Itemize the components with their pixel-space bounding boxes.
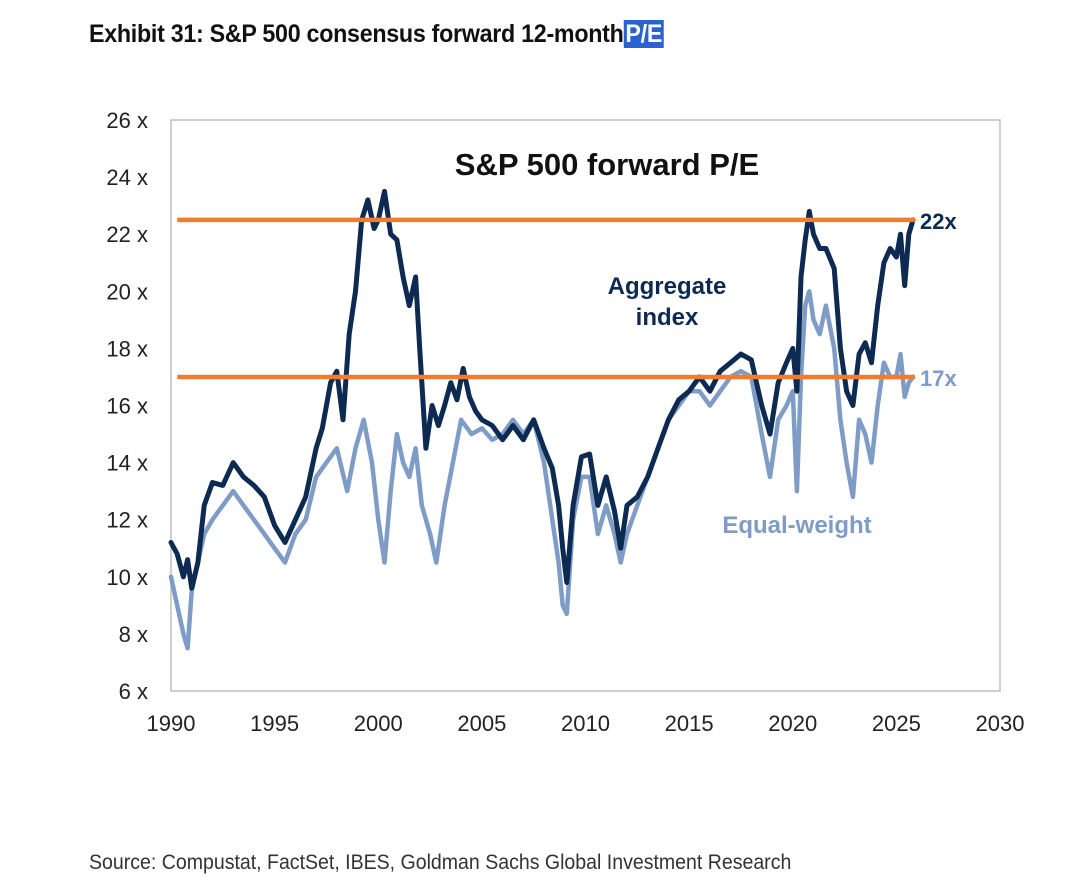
y-axis: 6 x 8 x 10 x 12 x 14 x 16 x 18 x 20 x 22 x 24 x 26… <box>106 108 148 704</box>
x-tick-label: 2015 <box>665 711 714 736</box>
exhibit-title: Exhibit 31: S&P 500 consensus forward 12… <box>89 20 664 49</box>
x-tick-label: 1995 <box>250 711 299 736</box>
x-tick-label: 2025 <box>872 711 921 736</box>
reference-line-17x-label: 17x <box>920 366 957 391</box>
x-tick-label: 2030 <box>976 711 1025 736</box>
y-tick-label: 6 x <box>119 679 148 704</box>
chart-title: S&P 500 forward P/E <box>455 147 759 182</box>
y-tick-label: 24 x <box>106 165 148 190</box>
exhibit-title-text: Exhibit 31: S&P 500 consensus forward 12… <box>89 20 624 48</box>
y-tick-label: 18 x <box>106 336 148 361</box>
y-tick-label: 14 x <box>106 451 148 476</box>
y-tick-label: 22 x <box>106 222 148 247</box>
series-layer <box>168 188 916 651</box>
reference-line-22x-label: 22x <box>920 209 957 234</box>
equal-weight-annotation: Equal-weight <box>722 512 871 539</box>
y-tick-label: 10 x <box>106 565 148 590</box>
reference-lines: 22x 17x <box>177 209 957 391</box>
x-tick-label: 1990 <box>147 711 196 736</box>
x-tick-label: 2020 <box>768 711 817 736</box>
source-note: Source: Compustat, FactSet, IBES, Goldma… <box>89 851 792 874</box>
y-tick-label: 8 x <box>119 622 148 647</box>
y-tick-label: 26 x <box>106 108 148 133</box>
equal-weight-line <box>168 289 916 651</box>
y-tick-label: 16 x <box>106 394 148 419</box>
exhibit-title-highlight[interactable]: P/E <box>623 20 664 48</box>
aggregate-annotation-line2: index <box>636 304 699 331</box>
aggregate-index-line <box>168 188 916 591</box>
aggregate-annotation-line1: Aggregate <box>608 273 727 300</box>
x-axis: 1990 1995 2000 2005 2010 2015 2020 2025 2030 <box>147 711 1025 736</box>
x-tick-label: 2010 <box>561 711 610 736</box>
y-tick-label: 20 x <box>106 279 148 304</box>
plot-frame <box>170 119 1001 692</box>
x-tick-label: 2000 <box>354 711 403 736</box>
x-tick-label: 2005 <box>457 711 506 736</box>
y-tick-label: 12 x <box>106 508 148 533</box>
